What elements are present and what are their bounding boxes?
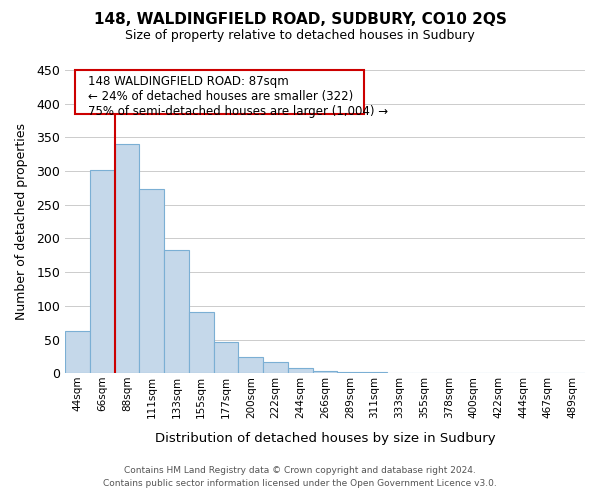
Bar [535,372,560,373]
Bar [560,372,585,373]
Bar [362,372,387,373]
Bar [238,357,263,373]
Bar [115,144,139,373]
Bar [387,372,412,373]
Bar [337,372,362,373]
Text: ← 24% of detached houses are smaller (322): ← 24% of detached houses are smaller (32… [88,90,354,103]
Y-axis label: Number of detached properties: Number of detached properties [15,123,28,320]
Bar [90,170,115,373]
Bar [288,368,313,373]
Text: Contains HM Land Registry data © Crown copyright and database right 2024.
Contai: Contains HM Land Registry data © Crown c… [103,466,497,487]
Text: Size of property relative to detached houses in Sudbury: Size of property relative to detached ho… [125,29,475,42]
Bar [189,312,214,373]
Text: 148 WALDINGFIELD ROAD: 87sqm: 148 WALDINGFIELD ROAD: 87sqm [88,76,289,88]
Bar [412,372,436,373]
Bar [263,362,288,373]
Bar [139,190,164,373]
X-axis label: Distribution of detached houses by size in Sudbury: Distribution of detached houses by size … [155,432,496,445]
Text: 75% of semi-detached houses are larger (1,004) →: 75% of semi-detached houses are larger (… [88,104,389,118]
Bar [313,370,337,373]
Text: 148, WALDINGFIELD ROAD, SUDBURY, CO10 2QS: 148, WALDINGFIELD ROAD, SUDBURY, CO10 2Q… [94,12,506,28]
Bar [214,342,238,373]
Bar [164,250,189,373]
Bar [65,332,90,373]
FancyBboxPatch shape [76,70,364,114]
